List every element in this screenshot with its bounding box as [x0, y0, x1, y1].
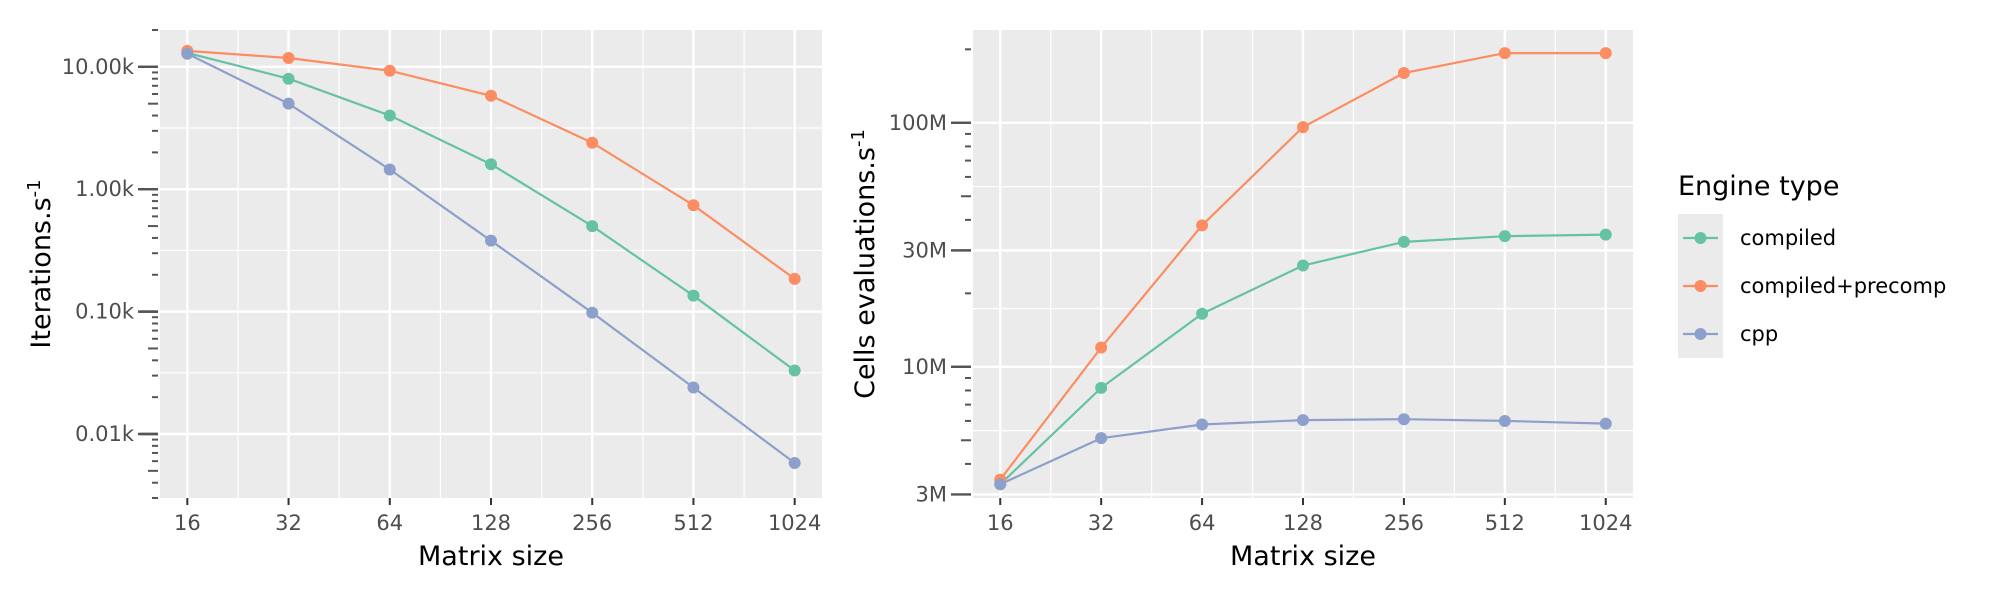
x-axis: 16 32 64 128 256 512 1024: [987, 498, 1632, 535]
data-point-cpp: [687, 381, 700, 394]
x-tick-label: 1024: [768, 511, 821, 535]
data-point-compiled: [1196, 307, 1209, 320]
data-point-cpp: [788, 456, 801, 469]
y-axis: 0.01k 0.10k 1.00k 10.00k: [62, 29, 158, 499]
y-axis: 3M 10M 30M 100M: [889, 48, 971, 506]
x-tick-label: 16: [174, 511, 201, 535]
y-axis-title-text: Cells evaluations.s: [850, 147, 881, 399]
data-point-cpp: [1397, 413, 1410, 426]
legend-label: cpp: [1740, 322, 1778, 346]
x-tick-label: 64: [1189, 511, 1216, 535]
x-tick-label: 32: [1088, 511, 1115, 535]
x-tick-label: 64: [376, 511, 403, 535]
x-tick-label: 512: [673, 511, 713, 535]
legend-key-point: [1694, 232, 1707, 244]
data-point-cpp: [485, 234, 497, 247]
x-tick-label: 128: [471, 511, 511, 535]
legend-key-point: [1694, 328, 1707, 340]
data-point-compiled+precomp: [1095, 341, 1108, 354]
x-tick-label: 512: [1485, 511, 1525, 535]
legend: Engine type compiled compiled+precomp cpp: [1678, 171, 1946, 358]
legend-title: Engine type: [1678, 171, 1839, 202]
x-tick-label: 256: [1384, 511, 1424, 535]
x-tick-label: 128: [1283, 511, 1323, 535]
data-point-compiled: [1095, 381, 1108, 394]
y-tick-label: 10.00k: [62, 55, 135, 79]
y-tick-label: 0.01k: [75, 422, 135, 446]
data-point-compiled: [383, 109, 396, 122]
data-point-cpp: [1599, 417, 1612, 430]
x-axis-title: Matrix size: [1230, 541, 1376, 572]
data-point-cpp: [1498, 414, 1511, 427]
y-axis-title-superscript: -1: [848, 129, 869, 147]
data-point-compiled+precomp: [1397, 66, 1410, 79]
y-tick-label: 100M: [889, 111, 947, 135]
data-point-compiled+precomp: [383, 64, 396, 77]
data-point-cpp: [383, 163, 396, 176]
data-point-cpp: [282, 97, 295, 110]
data-point-compiled: [586, 220, 599, 233]
y-axis-title: Iterations.s-1: [24, 179, 57, 348]
data-point-cpp: [586, 306, 599, 319]
y-tick-label: 3M: [916, 482, 947, 506]
data-point-compiled: [1599, 228, 1612, 241]
y-axis-title: Cells evaluations.s-1: [848, 129, 881, 399]
gridlines: [160, 30, 822, 498]
data-point-compiled: [1498, 230, 1511, 243]
data-point-cpp: [181, 47, 194, 60]
data-point-compiled: [687, 289, 700, 302]
x-tick-label: 1024: [1579, 511, 1632, 535]
data-point-compiled+precomp: [282, 52, 295, 65]
data-point-compiled: [788, 364, 801, 377]
data-point-compiled+precomp: [687, 199, 700, 212]
x-axis: 16 32 64 128 256 512 1024: [174, 498, 821, 535]
data-point-compiled: [1297, 259, 1309, 272]
y-axis-title-superscript: -1: [24, 179, 45, 197]
series-points: [994, 47, 1612, 491]
panel-iterations: 0.01k 0.10k 1.00k 10.00k 16 32 64 128 256 512 102…: [24, 29, 822, 572]
legend-key-point: [1694, 280, 1707, 292]
data-point-cpp: [1095, 432, 1108, 445]
x-tick-label: 16: [987, 511, 1014, 535]
data-point-compiled+precomp: [1297, 121, 1309, 134]
data-point-compiled+precomp: [586, 136, 599, 149]
data-point-cpp: [1196, 418, 1209, 431]
data-point-compiled+precomp: [1599, 47, 1612, 60]
y-axis-title-text: Iterations.s: [26, 197, 57, 348]
legend-label: compiled: [1740, 226, 1836, 250]
series-points: [181, 44, 801, 469]
x-axis-title: Matrix size: [418, 541, 564, 572]
data-point-compiled: [1397, 235, 1410, 248]
data-point-cpp: [1297, 414, 1309, 427]
data-point-compiled+precomp: [1196, 219, 1209, 232]
y-tick-label: 10M: [902, 355, 947, 379]
data-point-compiled: [485, 158, 497, 171]
y-tick-label: 30M: [902, 238, 947, 262]
data-point-compiled+precomp: [485, 89, 497, 102]
panel-cells-evaluations: 3M 10M 30M 100M 16 32 64 128 256 512 1024 Matrix …: [848, 30, 1633, 572]
legend-label: compiled+precomp: [1740, 274, 1946, 298]
data-point-compiled+precomp: [788, 272, 801, 285]
x-tick-label: 256: [572, 511, 612, 535]
data-point-compiled+precomp: [1498, 47, 1511, 60]
y-tick-label: 0.10k: [75, 300, 135, 324]
x-tick-label: 32: [275, 511, 302, 535]
data-point-compiled: [282, 72, 295, 85]
data-point-cpp: [994, 478, 1007, 491]
y-tick-label: 1.00k: [75, 177, 135, 201]
